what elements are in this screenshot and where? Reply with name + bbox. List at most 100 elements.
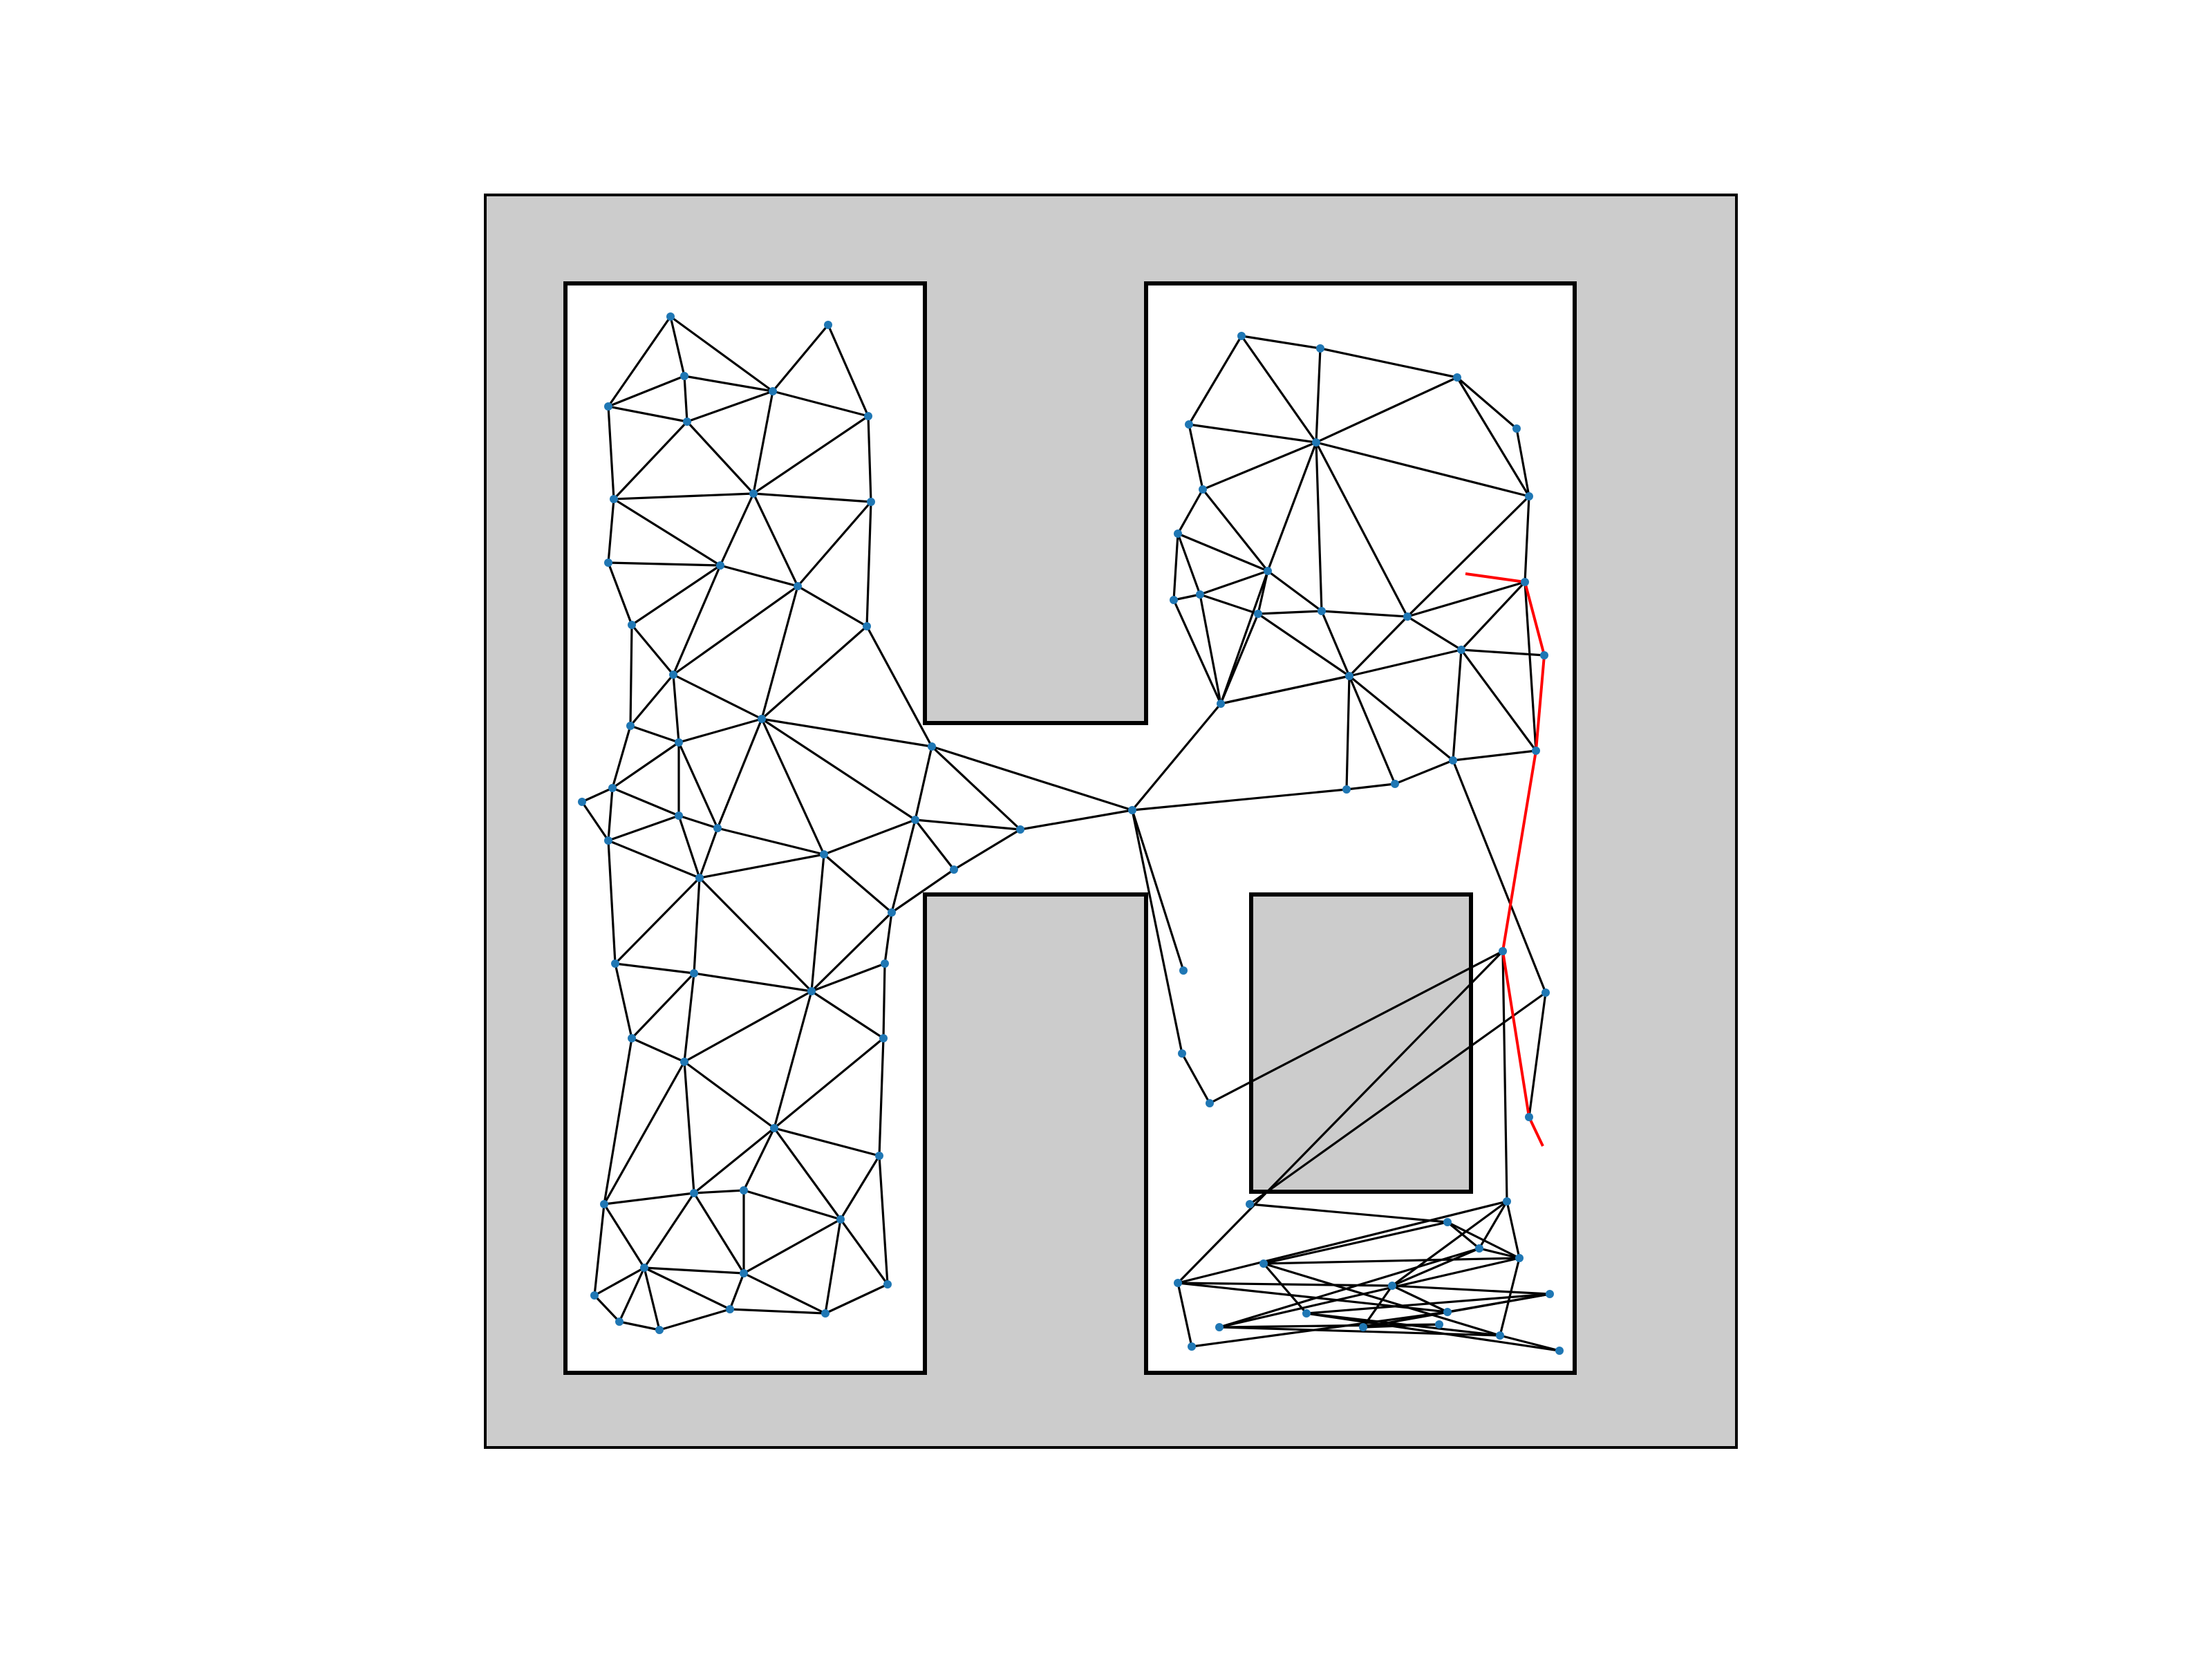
roadmap-edge — [743, 1218, 841, 1275]
roadmap-edge — [1452, 749, 1537, 762]
roadmap-node — [578, 798, 586, 806]
roadmap-edge — [1220, 675, 1350, 705]
roadmap-edge — [1524, 581, 1537, 751]
roadmap-edge — [643, 1267, 661, 1331]
roadmap-node — [1179, 966, 1188, 975]
roadmap-edge — [883, 912, 893, 964]
roadmap-edge — [1479, 1247, 1520, 1259]
roadmap-node — [1302, 1309, 1311, 1318]
roadmap-node — [640, 1264, 648, 1272]
roadmap-edge — [1177, 1282, 1393, 1287]
roadmap-edge — [1407, 615, 1462, 651]
inner-obstacle — [1249, 892, 1473, 1194]
roadmap-node — [769, 387, 777, 395]
roadmap-edge — [953, 828, 1021, 871]
roadmap-edge — [607, 316, 672, 407]
path-segment — [1528, 1116, 1544, 1147]
roadmap-node — [879, 1034, 888, 1042]
roadmap-node — [821, 1309, 830, 1318]
roadmap-edge — [699, 853, 825, 879]
roadmap-edge — [865, 501, 872, 627]
roadmap-edge — [1241, 335, 1321, 350]
roadmap-edge — [761, 718, 932, 748]
roadmap-edge — [684, 375, 774, 393]
roadmap-node — [1532, 747, 1540, 755]
roadmap-node — [1217, 700, 1225, 708]
roadmap-edge — [1315, 442, 1323, 612]
roadmap-edge — [729, 1308, 826, 1315]
roadmap-node — [836, 1215, 845, 1224]
roadmap-edge — [760, 585, 799, 720]
roadmap-edge — [603, 1192, 695, 1206]
roadmap-edge — [1199, 593, 1259, 615]
roadmap-edge — [1406, 495, 1530, 618]
roadmap-edge — [1219, 1323, 1440, 1329]
roadmap-edge — [630, 624, 675, 676]
roadmap-edge — [677, 815, 701, 879]
roadmap-edge — [810, 911, 893, 993]
roadmap-edge — [1177, 950, 1504, 1284]
roadmap-edge — [678, 718, 762, 744]
roadmap-edge — [914, 746, 933, 821]
roadmap-edge — [752, 493, 799, 587]
roadmap-edge — [1219, 1247, 1480, 1329]
roadmap-node — [713, 824, 722, 832]
roadmap-node — [950, 865, 958, 874]
roadmap-edge — [629, 624, 633, 727]
roadmap-node — [1540, 651, 1548, 659]
roadmap-node — [604, 559, 612, 567]
roadmap-edge — [1515, 428, 1530, 497]
roadmap-edge — [1524, 496, 1530, 583]
roadmap-node — [1546, 1290, 1554, 1298]
roadmap-edge — [603, 1038, 633, 1205]
roadmap-edge — [1257, 612, 1350, 677]
roadmap-node — [1342, 785, 1351, 794]
roadmap-edge — [1177, 533, 1201, 595]
roadmap-edge — [630, 724, 679, 744]
roadmap-node — [1541, 988, 1550, 997]
roadmap-edge — [608, 814, 679, 842]
roadmap-node — [1457, 646, 1465, 654]
roadmap-node — [1312, 438, 1320, 447]
roadmap-edge — [686, 420, 755, 495]
roadmap-edge — [618, 1267, 646, 1322]
roadmap-edge — [839, 1219, 889, 1285]
roadmap-nodes — [578, 312, 1564, 1355]
roadmap-edge — [890, 819, 917, 913]
roadmap-edge — [1345, 675, 1351, 790]
roadmap-edge — [1249, 991, 1546, 1206]
roadmap-edge — [1219, 570, 1269, 704]
roadmap-edge — [1315, 441, 1530, 498]
roadmap-node — [600, 1200, 608, 1208]
roadmap-edge — [773, 1037, 885, 1130]
roadmap-edge — [608, 561, 721, 567]
roadmap-edge — [683, 1061, 695, 1194]
roadmap-edge — [867, 415, 872, 503]
roadmap-edge — [613, 492, 754, 500]
roadmap-node — [1215, 1323, 1224, 1331]
roadmap-node — [655, 1326, 664, 1334]
roadmap-edge — [672, 674, 680, 743]
roadmap-edge — [1452, 760, 1547, 993]
roadmap-edge — [773, 1127, 842, 1220]
roadmap-edge — [878, 1038, 885, 1156]
path-segment — [1535, 655, 1546, 751]
roadmap-edge — [686, 390, 774, 423]
roadmap-edge — [760, 625, 868, 720]
roadmap-edge — [1177, 1282, 1193, 1347]
roadmap-edge — [1315, 442, 1409, 617]
roadmap-node — [1264, 567, 1272, 575]
roadmap-node — [1246, 1200, 1254, 1208]
roadmap-edge — [1348, 675, 1454, 762]
roadmap-edge — [630, 972, 695, 1040]
roadmap-node — [1237, 332, 1246, 340]
roadmap-edge — [1499, 1334, 1560, 1352]
roadmap-node — [615, 1318, 624, 1326]
roadmap-node — [726, 1305, 734, 1313]
roadmap-edge — [593, 1294, 621, 1323]
roadmap-edge — [672, 565, 722, 675]
roadmap-edge — [1348, 615, 1409, 677]
roadmap-node — [716, 561, 724, 570]
roadmap-node — [928, 742, 936, 751]
roadmap-edge — [1320, 347, 1458, 379]
